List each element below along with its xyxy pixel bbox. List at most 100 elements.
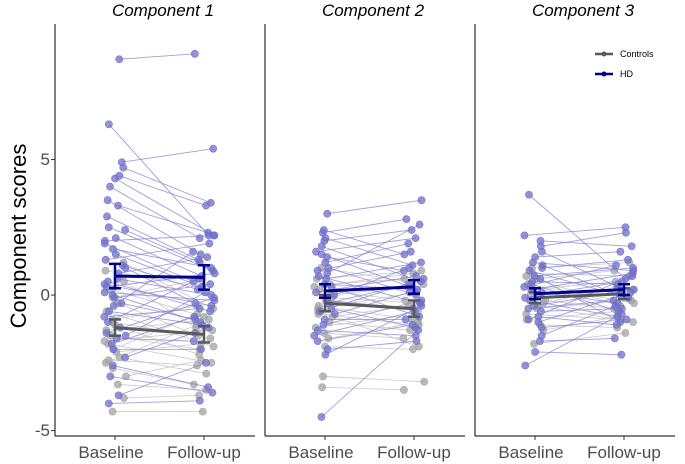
hd-followup-point [617,310,626,318]
hd-followup-point [209,231,218,240]
hd-subject-line [321,253,411,288]
hd-baseline-point [121,353,129,362]
hd-followup-point [196,318,205,327]
panel-3 [474,24,675,440]
controls-baseline-point [101,266,110,275]
hd-baseline-point [313,337,322,346]
hd-subject-line [121,148,214,163]
hd-subject-line [542,259,629,269]
hd-baseline-point [104,223,113,232]
hd-baseline-point [100,239,109,248]
hd-subject-line [322,218,407,234]
hd-baseline-point [520,283,529,291]
hd-baseline-point [330,291,339,299]
x-tick-label: Follow-up [167,443,241,462]
hd-subject-line [117,278,212,296]
hd-baseline-point [521,361,530,370]
hd-followup-point [616,247,625,256]
hd-followup-point [627,242,636,251]
controls-followup-point [198,407,207,416]
hd-subject-line [112,294,201,323]
hd-baseline-point [109,301,118,310]
hd-subject-line [104,243,194,282]
hd-baseline-point [531,348,540,356]
hd-subject-line [320,278,424,312]
hd-baseline-point [319,320,328,329]
hd-followup-point [195,304,204,313]
hd-baseline-point [331,310,339,318]
hd-followup-point [401,315,410,324]
hd-baseline-point [525,190,533,199]
hd-subject-line [539,337,615,342]
controls-followup-point [193,361,202,370]
hd-subject-line [125,267,196,304]
hd-followup-point [209,144,218,153]
hd-followup-point [628,272,637,280]
hd-subject-line [323,300,422,326]
hd-subject-line [104,291,215,301]
hd-baseline-point [323,209,332,218]
hd-subject-line [105,243,210,261]
controls-subject-line [112,278,202,299]
hd-followup-point [208,388,217,397]
hd-subject-line [323,229,405,255]
x-tick-label: Baseline [288,443,353,462]
controls-subject-line [112,367,194,385]
hd-subject-line [541,305,616,337]
controls-subject-line [324,332,404,339]
hd-followup-point [194,255,203,264]
controls-subject-line [119,356,207,375]
hd-subject-line [540,232,627,247]
hd-followup-point [204,383,213,392]
hd-subject-line [524,313,622,366]
controls-subject-line [125,359,202,377]
hd-subject-line [529,300,618,318]
controls-followup-point [205,315,213,324]
hd-baseline-point [121,226,129,234]
controls-subject-line [123,394,200,399]
facet-title: Component 2 [322,1,425,20]
controls-subject-line [533,281,616,291]
hd-subject-line [114,178,215,236]
y-tick-label: -5 [35,421,50,440]
hd-baseline-point [100,280,109,289]
hd-baseline-point [312,288,320,297]
hd-subject-line [540,278,621,323]
hd-followup-point [411,234,420,243]
hd-subject-line [540,240,632,247]
hd-subject-line [107,199,201,255]
controls-subject-line [322,386,404,391]
controls-subject-line [108,359,198,366]
hd-baseline-point [534,318,543,327]
hd-followup-point [202,201,210,210]
legend-key-controls-point [601,51,607,57]
hd-baseline-point [314,272,323,280]
controls-followup-point [202,369,211,378]
hd-followup-point [414,326,423,335]
hd-followup-point [202,358,210,367]
hd-followup-point [190,49,199,58]
hd-baseline-point [104,399,113,408]
hd-followup-point [609,296,618,305]
controls-subject-line [540,324,618,329]
controls-subject-line [533,332,626,345]
hd-subject-line [326,224,420,274]
controls-mean-line [114,326,205,336]
hd-subject-line [119,175,207,207]
x-tick-label: Baseline [78,443,143,462]
hd-subject-line [321,245,422,282]
hd-subject-line [327,340,417,350]
controls-baseline-point [108,407,117,416]
controls-followup-point [629,318,637,327]
hd-baseline-point [109,345,118,354]
y-axis: -5 0 5 [35,150,50,440]
hd-mean-line [114,274,205,279]
hd-subject-line [531,272,633,291]
hd-subject-line [541,318,627,329]
hd-subject-line [123,167,211,204]
legend-label-hd: HD [620,69,633,79]
hd-baseline-point [524,304,533,313]
controls-subject-line [108,343,212,364]
hd-followup-point [189,337,198,346]
hd-subject-line [541,251,619,288]
